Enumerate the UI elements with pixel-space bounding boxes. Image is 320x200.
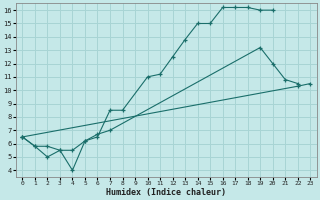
X-axis label: Humidex (Indice chaleur): Humidex (Indice chaleur) bbox=[106, 188, 226, 197]
